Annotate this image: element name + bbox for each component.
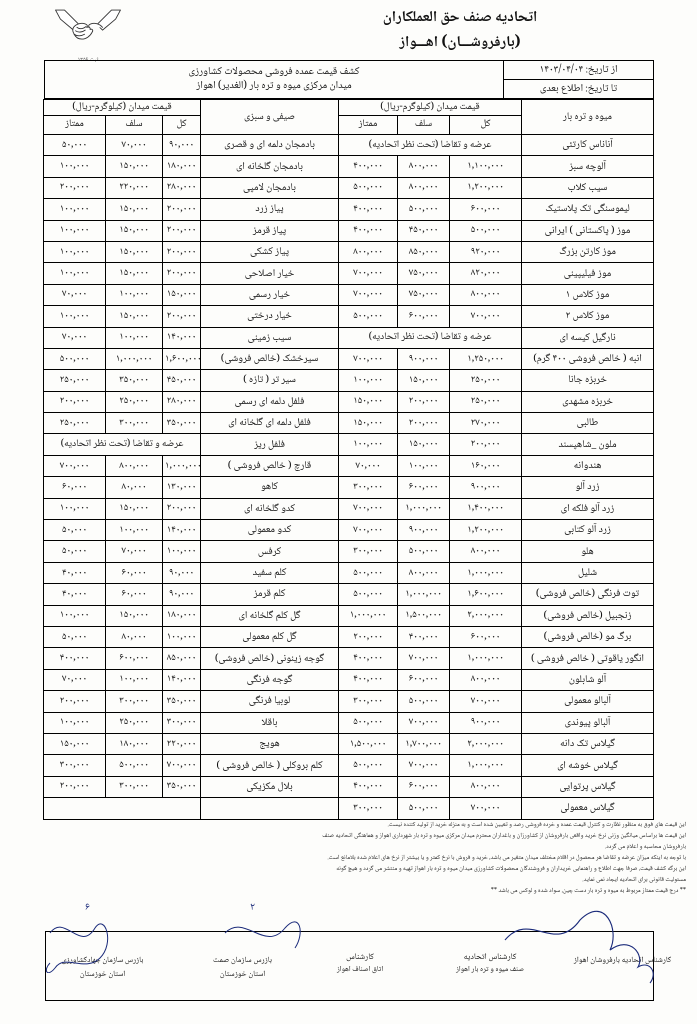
- svg-text:۶: ۶: [85, 898, 90, 917]
- svg-text:۲: ۲: [250, 898, 255, 917]
